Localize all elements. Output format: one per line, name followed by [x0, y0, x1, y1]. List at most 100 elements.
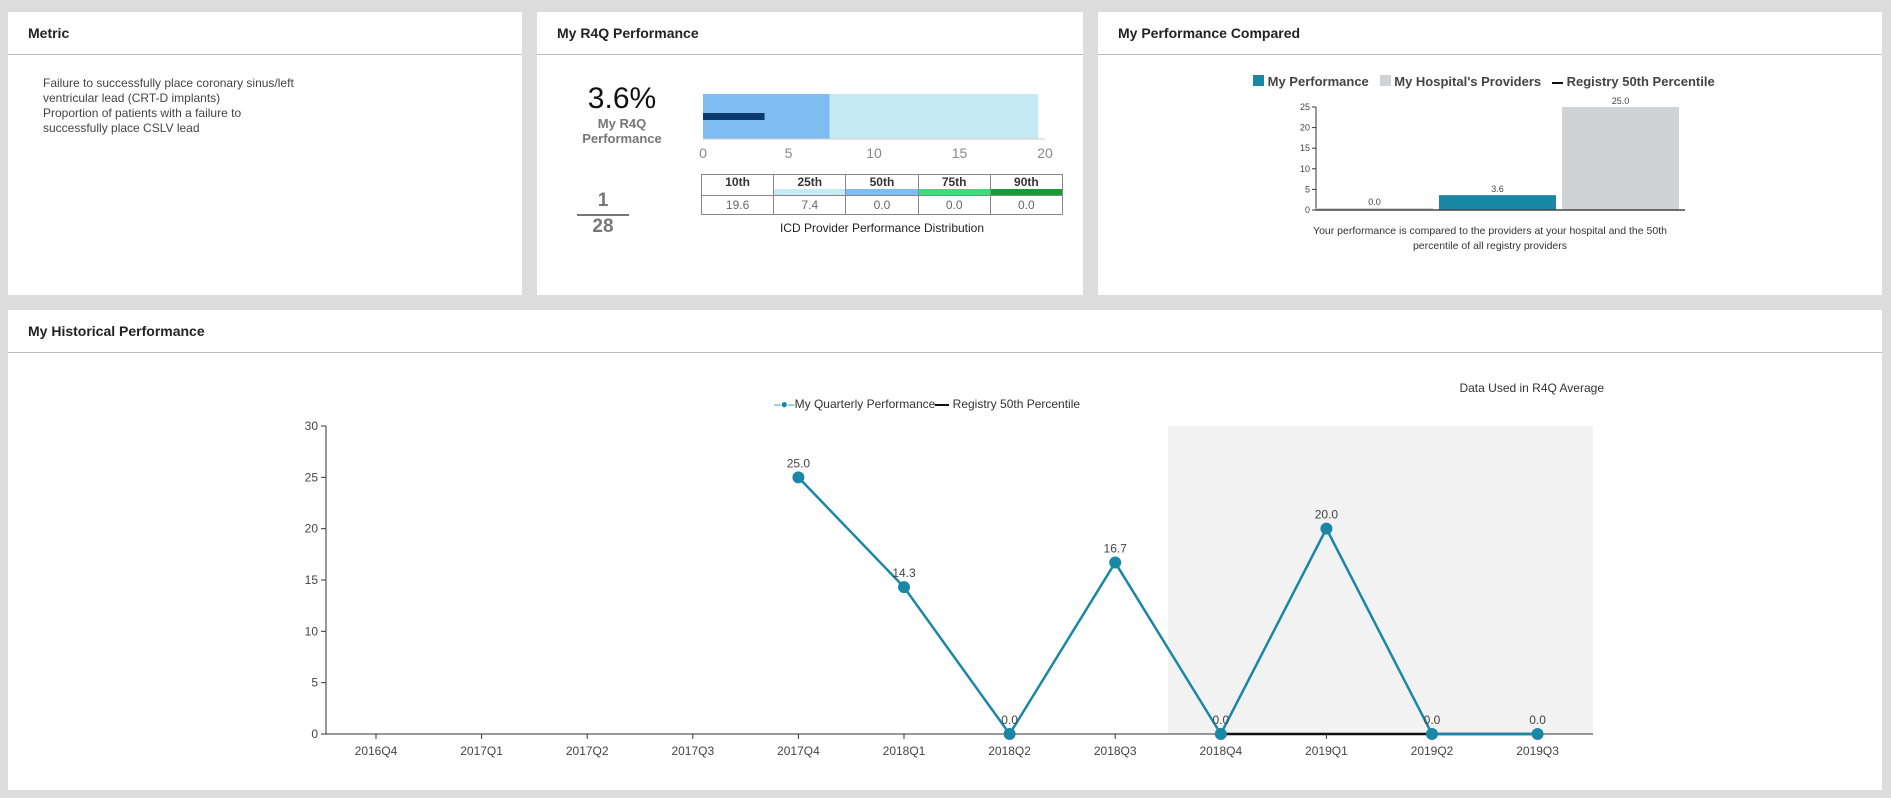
metric-line: ventricular lead (CRT-D implants)	[43, 91, 221, 105]
y-tick-label: 30	[305, 419, 319, 433]
metric-line: Proportion of patients with a failure to	[43, 106, 242, 120]
data-label: 0.0	[1212, 713, 1229, 727]
r4q-note: Data Used in R4Q Average	[1459, 381, 1604, 395]
caption-line: percentile of all registry providers	[1412, 240, 1568, 252]
data-label: 16.7	[1104, 542, 1128, 556]
data-point[interactable]	[792, 471, 805, 484]
data-point[interactable]	[1426, 728, 1438, 740]
metric-title: Metric	[8, 12, 522, 55]
distribution-value: 0.0	[989, 195, 1064, 215]
bullet-tick: 20	[1037, 145, 1053, 161]
x-tick-label: 2019Q2	[1411, 744, 1454, 758]
y-tick-label: 5	[1305, 184, 1310, 194]
compared-legend: My Performance My Hospital's Providers R…	[1253, 74, 1715, 89]
data-point[interactable]	[1531, 728, 1544, 740]
data-label: 20.0	[1315, 508, 1339, 522]
x-tick-label: 2016Q4	[355, 744, 398, 758]
r4q-value: 3.6%	[587, 82, 657, 115]
legend-item[interactable]: My Hospital's Providers	[1394, 74, 1542, 89]
x-tick-label: 2018Q4	[1199, 744, 1242, 758]
data-point[interactable]	[898, 581, 910, 594]
r4q-title: My R4Q Performance	[537, 12, 1083, 55]
legend-item[interactable]: My Quarterly Performance	[794, 397, 936, 411]
distribution-value: 19.6	[700, 195, 775, 215]
legend-item[interactable]: Registry 50th Percentile	[1566, 74, 1715, 89]
r4q-shaded-region	[1167, 426, 1593, 734]
data-point[interactable]	[1214, 728, 1227, 740]
bar-label: 3.6	[1491, 184, 1504, 194]
data-label: 0.0	[1001, 713, 1018, 727]
legend-swatch	[1379, 75, 1391, 86]
distribution-header: 50th	[845, 174, 919, 196]
y-tick-label: 10	[305, 624, 319, 638]
x-tick-label: 2018Q3	[1094, 744, 1137, 758]
bar[interactable]	[1316, 208, 1433, 210]
compared-caption: Your performance is compared to the prov…	[1098, 224, 1882, 254]
y-tick-label: 20	[305, 522, 319, 536]
distribution-header: 75th	[917, 174, 991, 196]
y-tick-label: 25	[1300, 102, 1310, 112]
x-tick-label: 2019Q3	[1516, 744, 1559, 758]
x-tick-label: 2017Q2	[566, 744, 609, 758]
bullet-tick: 5	[785, 145, 793, 161]
historical-panel: My Historical Performance Data Used in R…	[8, 310, 1882, 790]
y-tick-label: 15	[305, 573, 319, 587]
distribution-header: 25th	[773, 174, 847, 196]
x-tick-label: 2019Q1	[1305, 744, 1348, 758]
data-label: 0.0	[1529, 713, 1546, 727]
metric-panel: Metric Failure to successfully place cor…	[8, 12, 522, 295]
metric-line: successfully place CSLV lead	[43, 121, 200, 135]
denominator: 28	[592, 216, 614, 237]
bar[interactable]	[1439, 195, 1556, 210]
bullet-my-value	[703, 113, 765, 120]
x-tick-label: 2017Q3	[671, 744, 714, 758]
distribution-value: 0.0	[917, 195, 991, 215]
legend-item[interactable]: Registry 50th Percentile	[952, 397, 1081, 411]
caption-line: Your performance is compared to the prov…	[1313, 225, 1667, 237]
data-point[interactable]	[1320, 522, 1333, 535]
data-point[interactable]	[1109, 556, 1122, 569]
y-tick-label: 25	[305, 470, 319, 484]
bullet-tick: 15	[952, 145, 968, 161]
x-tick-label: 2017Q1	[460, 744, 503, 758]
numerator: 1	[577, 190, 629, 216]
distribution-caption: ICD Provider Performance Distribution	[779, 221, 985, 235]
y-tick-label: 0	[1305, 205, 1310, 215]
r4q-label: My R4Q	[597, 116, 647, 131]
r4q-label: Performance	[582, 131, 662, 146]
legend-line-marker: –●–	[774, 397, 795, 411]
data-label: 14.3	[892, 566, 916, 580]
bar-label: 0.0	[1368, 197, 1381, 207]
y-tick-label: 10	[1300, 164, 1310, 174]
distribution-value: 0.0	[845, 195, 919, 215]
legend-swatch	[1253, 75, 1264, 86]
distribution-table: 10th 25th 50th 75th 90th 19.6 7.4 0.0 0.0 0.0	[700, 174, 1064, 215]
distribution-value: 7.4	[773, 195, 847, 215]
x-tick-label: 2018Q2	[988, 744, 1031, 758]
historical-chart: 0 5 10 15 20 25 30 2016Q4 2017Q1 2017Q2 2017Q3 2017…	[305, 419, 1593, 758]
y-tick-label: 15	[1300, 143, 1310, 153]
r4q-panel: My R4Q Performance 3.6% My R4Q Performan…	[537, 12, 1083, 295]
legend-swatch	[935, 403, 950, 406]
bullet-chart: 0 5 10 15 20	[699, 94, 1053, 161]
compared-panel: My Performance Compared My Performance M…	[1098, 12, 1882, 295]
y-tick-label: 5	[311, 676, 318, 690]
bar[interactable]	[1562, 107, 1679, 210]
data-label: 25.0	[787, 456, 811, 470]
data-label: 0.0	[1424, 713, 1441, 727]
compared-title: My Performance Compared	[1098, 12, 1882, 55]
distribution-header: 90th	[989, 174, 1064, 196]
legend-item[interactable]: My Performance	[1267, 74, 1369, 89]
historical-title: My Historical Performance	[8, 310, 1882, 353]
performance-line	[797, 476, 1538, 737]
historical-legend: –●–My Quarterly Performance Registry 50t…	[774, 397, 1080, 411]
bullet-tick: 10	[866, 145, 882, 161]
x-tick-label: 2018Q1	[883, 744, 926, 758]
legend-swatch	[1551, 81, 1563, 84]
y-tick-label: 20	[1300, 123, 1310, 133]
data-point[interactable]	[1003, 728, 1016, 740]
y-tick-label: 0	[311, 727, 318, 741]
bullet-tick: 0	[699, 145, 707, 161]
compared-chart: 0 5 10 15 20 25 0.0 3.6 25.0	[1300, 96, 1685, 215]
distribution-header: 10th	[700, 174, 775, 196]
